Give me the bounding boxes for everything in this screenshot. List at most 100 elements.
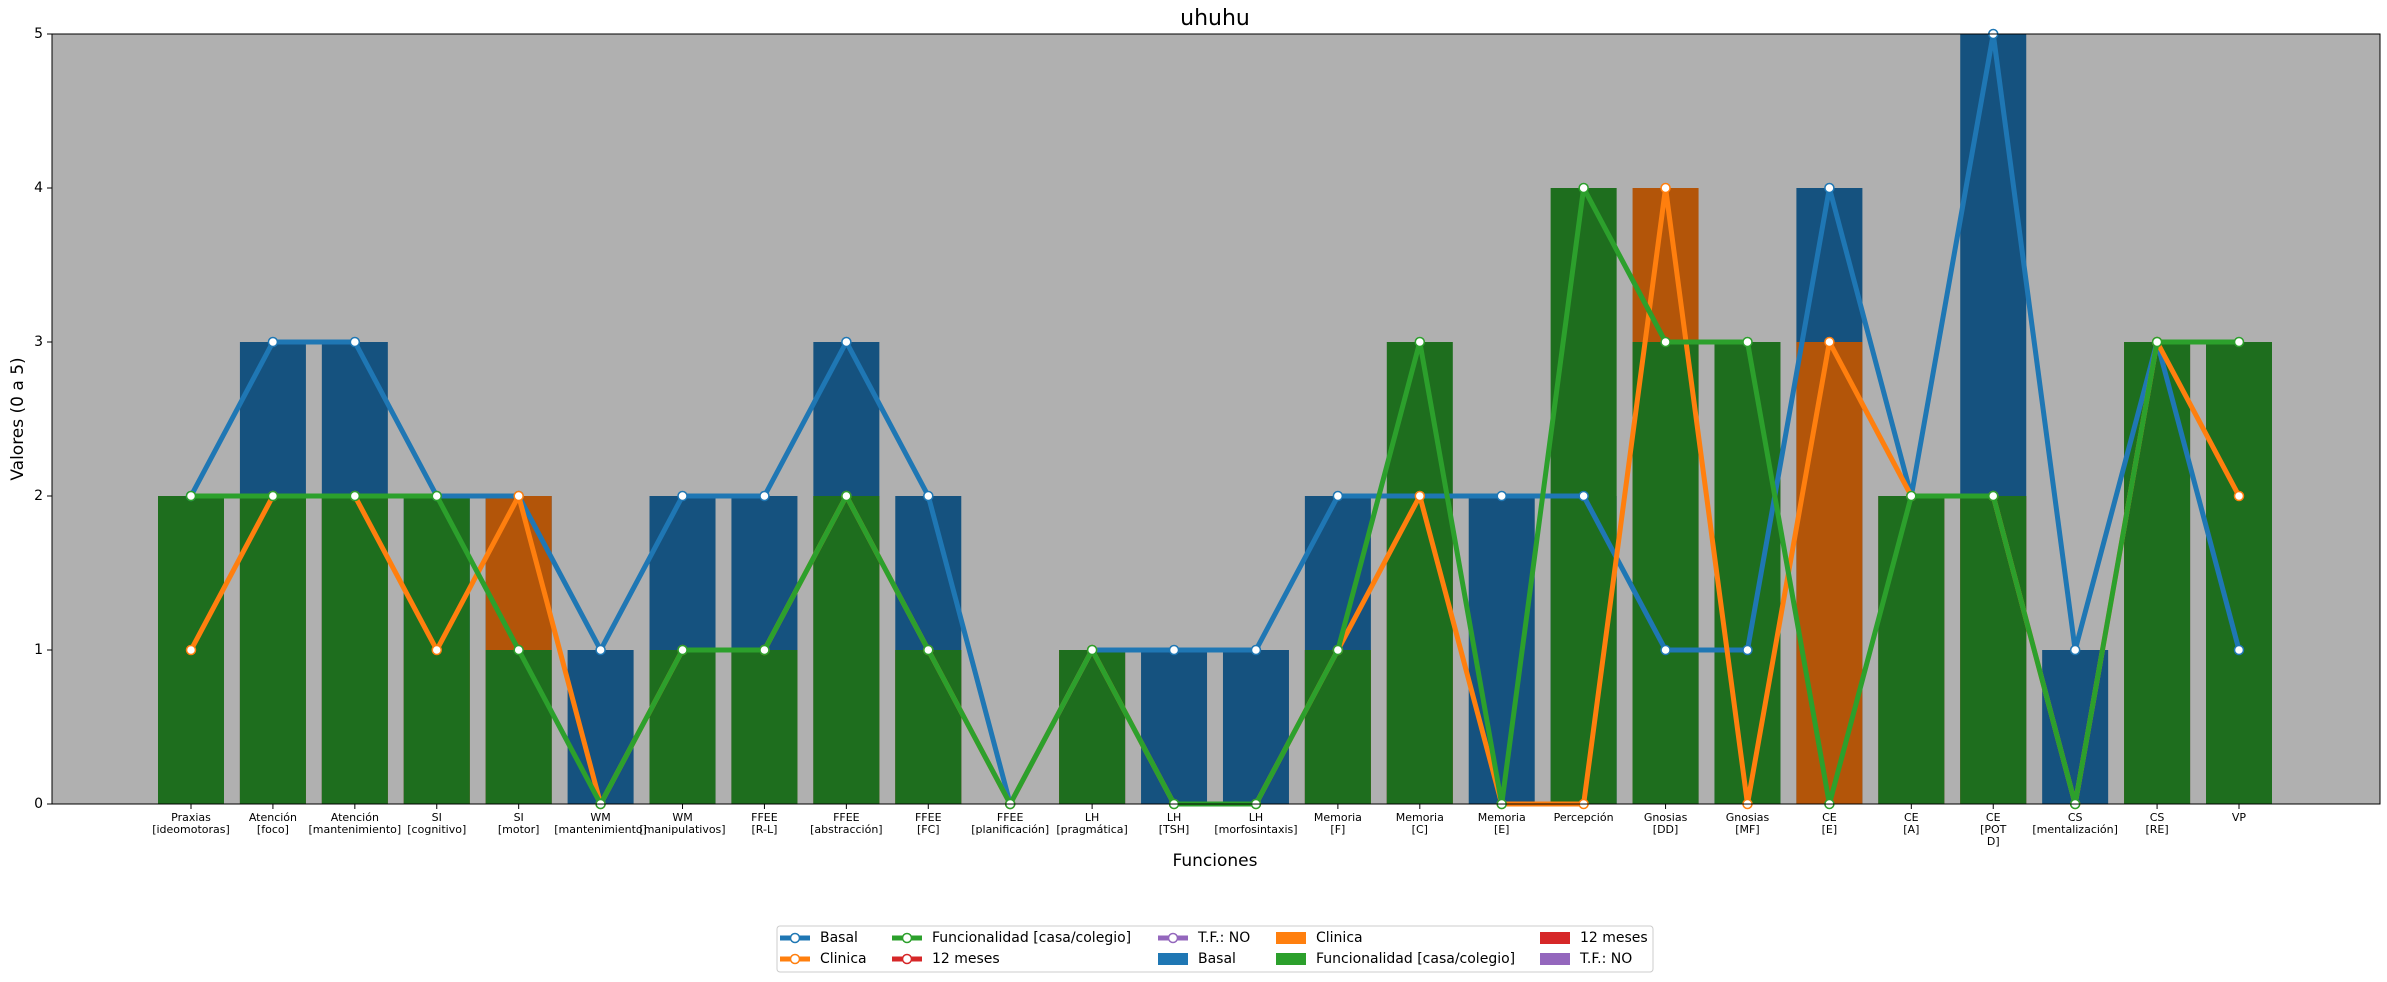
y-tick-label: 0 [34, 796, 43, 812]
x-tick-label: FFEE [R-L] [751, 811, 778, 836]
x-tick-label-line: VP [2232, 811, 2247, 824]
bar [2206, 342, 2272, 804]
marker [2069, 644, 2081, 656]
x-tick-label-line: Gnosias [1726, 811, 1770, 824]
legend-label: T.F.: NO [1579, 951, 1632, 967]
marker [349, 336, 361, 348]
bar [1878, 496, 1945, 804]
x-tick-label-line: [TSH] [1159, 823, 1190, 836]
x-tick-label: LH [morfosintaxis] [1214, 811, 1297, 836]
y-tick-label: 5 [34, 26, 43, 42]
x-tick-label-line: [cognitivo] [407, 823, 466, 836]
x-tick-label-line: CE [1904, 811, 1919, 824]
marker [1168, 644, 1180, 656]
x-tick-label: WM [manipulativos] [639, 811, 725, 836]
marker [2233, 644, 2245, 656]
marker [431, 490, 443, 502]
x-tick-label: VP [2232, 811, 2247, 824]
marker [1496, 490, 1507, 502]
x-tick-label-line: [DD] [1653, 823, 1679, 836]
plot-frame [51, 33, 2381, 805]
legend-label: Basal [1198, 951, 1236, 967]
bar [1632, 342, 1699, 804]
x-tick-label-line: FFEE [915, 811, 942, 824]
x-tick-label-line: [POT [1980, 823, 2007, 836]
marker [1660, 182, 1671, 194]
bar [1796, 342, 1863, 804]
y-tick-label: 1 [34, 642, 43, 658]
x-tick-label: CE [A] [1903, 811, 1919, 836]
plot-background [52, 34, 2380, 804]
legend-label: Basal [820, 930, 858, 946]
marker [267, 490, 279, 502]
x-tick-label-line: [abstracción] [810, 823, 882, 836]
legend-marker [901, 932, 913, 944]
marker [1578, 182, 1589, 194]
bar [1386, 342, 1453, 804]
marker [513, 644, 524, 656]
legend-label: Funcionalidad [casa/colegio] [1316, 951, 1515, 967]
marker [349, 490, 361, 502]
marker [2151, 336, 2163, 348]
x-tick-label-line: Atención [249, 811, 297, 824]
x-tick-label-line: [pragmática] [1056, 823, 1127, 836]
bar [1960, 496, 2027, 804]
marker [1086, 644, 1098, 656]
x-tick-label-line: [RE] [2145, 823, 2168, 836]
marker [759, 490, 770, 502]
x-tick-label-line: [motor] [498, 823, 540, 836]
x-tick-label: CE [E] [1822, 811, 1838, 836]
x-tick-label-line: [mentalización] [2032, 823, 2118, 836]
legend-swatch [1540, 932, 1570, 944]
bar [1222, 650, 1289, 804]
bar [1714, 342, 1781, 804]
x-tick-label-line: FFEE [833, 811, 860, 824]
marker [1742, 336, 1753, 348]
bar [1059, 650, 1126, 804]
x-tick-label-line: WM [672, 811, 692, 824]
x-tick-label-line: [morfosintaxis] [1214, 823, 1297, 836]
legend-label: Clinica [1316, 930, 1363, 946]
x-tick-label-line: [foco] [257, 823, 289, 836]
x-tick-label-line: Atención [331, 811, 379, 824]
x-tick-label: Memoria [C] [1396, 811, 1444, 836]
legend-label: Clinica [820, 951, 867, 967]
legend-swatch [1276, 953, 1306, 965]
x-tick-label-line: D] [1987, 835, 2000, 848]
x-tick-label: Memoria [F] [1314, 811, 1362, 836]
x-tick-label-line: [E] [1494, 823, 1510, 836]
x-tick-label: FFEE [FC] [915, 811, 942, 836]
x-tick-label-line: WM [590, 811, 610, 824]
x-tick-label-line: [manipulativos] [639, 823, 725, 836]
marker [1332, 644, 1344, 656]
x-tick-label: CE [POT D] [1980, 811, 2007, 848]
bar [1468, 496, 1535, 804]
marker [1824, 182, 1835, 194]
marker [431, 644, 443, 656]
bar [1304, 650, 1371, 804]
x-tick-label-line: Memoria [1314, 811, 1362, 824]
y-tick-label: 4 [34, 180, 43, 196]
marker [1578, 490, 1589, 502]
bar [239, 496, 306, 804]
x-tick-label: Atención [mantenimiento] [308, 811, 401, 836]
x-tick-label-line: [ideomotoras] [152, 823, 230, 836]
marker [185, 490, 197, 502]
legend-swatch [1276, 932, 1306, 944]
x-tick-label-line: CE [1986, 811, 2001, 824]
marker [513, 490, 524, 502]
marker [841, 336, 852, 348]
x-tick-label-line: LH [1085, 811, 1099, 824]
marker [1660, 644, 1671, 656]
x-tick-label: WM [mantenimiento] [554, 811, 647, 836]
x-tick-label-line: CS [2068, 811, 2083, 824]
legend-label: 12 meses [932, 951, 1000, 967]
marker [1332, 490, 1344, 502]
x-tick-label-line: Percepción [1554, 811, 1614, 824]
x-tick-label-line: Memoria [1478, 811, 1526, 824]
legend-marker [789, 953, 801, 965]
bar [1141, 650, 1208, 804]
marker [841, 490, 852, 502]
legend-swatch [1158, 953, 1188, 965]
marker [185, 644, 197, 656]
